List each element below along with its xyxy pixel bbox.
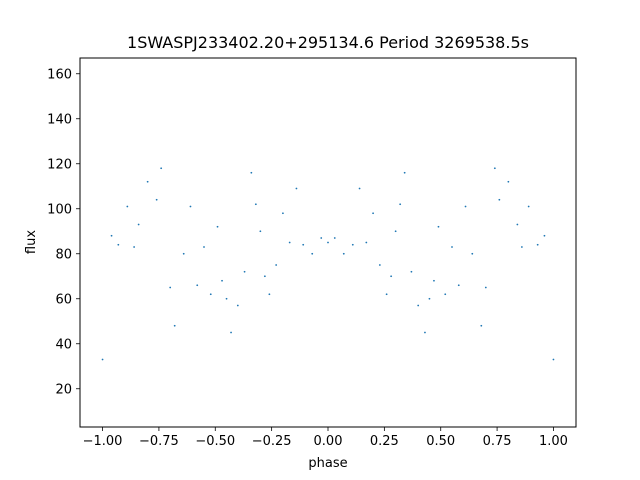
y-tick-label: 20 xyxy=(55,382,72,397)
y-tick-label: 120 xyxy=(47,157,72,172)
data-point xyxy=(221,279,223,282)
x-tick-label: −0.50 xyxy=(195,434,235,449)
x-tick-label: 0.50 xyxy=(426,434,455,449)
data-point xyxy=(225,297,228,300)
data-point xyxy=(424,331,426,334)
data-point xyxy=(399,203,402,206)
data-point xyxy=(498,198,501,201)
data-point xyxy=(520,246,523,248)
y-tick-label: 160 xyxy=(47,67,72,82)
data-point xyxy=(146,180,149,183)
data-point xyxy=(254,203,257,206)
data-point xyxy=(182,252,185,255)
data-point xyxy=(295,187,298,190)
data-point xyxy=(302,243,305,246)
data-point xyxy=(203,246,205,248)
data-point xyxy=(351,243,354,246)
data-point xyxy=(288,241,291,244)
data-point xyxy=(110,234,113,237)
data-point xyxy=(137,223,140,226)
data-point xyxy=(493,167,496,170)
data-point xyxy=(378,264,381,266)
chart-title: 1SWASPJ233402.20+295134.6 Period 3269538… xyxy=(127,33,529,52)
data-point xyxy=(327,241,329,244)
x-tick-label: 1.00 xyxy=(539,434,568,449)
data-point xyxy=(451,246,453,248)
x-tick-label: −0.25 xyxy=(252,434,292,449)
x-axis-label: phase xyxy=(308,456,347,471)
data-point xyxy=(243,270,246,273)
data-point xyxy=(394,230,397,233)
data-point xyxy=(209,293,212,296)
data-point xyxy=(410,270,413,273)
data-point xyxy=(471,252,474,255)
data-point xyxy=(365,241,368,244)
data-point xyxy=(275,264,278,266)
data-point xyxy=(552,358,555,361)
data-point xyxy=(527,205,530,208)
data-point xyxy=(437,225,440,228)
x-axis: −1.00 −0.75 −0.50 −0.25 0.00 0.25 0.50 0.75 1.00 xyxy=(83,427,568,449)
data-point xyxy=(464,205,467,208)
y-tick-label: 140 xyxy=(47,112,72,127)
data-point xyxy=(133,246,136,248)
data-point xyxy=(516,223,519,226)
y-axis: 20 40 60 80 100 120 140 160 xyxy=(47,67,80,397)
data-point xyxy=(543,234,546,237)
data-point xyxy=(250,171,253,174)
data-point xyxy=(311,252,314,255)
data-point xyxy=(433,279,435,282)
data-point xyxy=(230,331,232,334)
data-point xyxy=(480,324,483,327)
x-tick-label: 0.75 xyxy=(483,434,512,449)
data-point xyxy=(268,293,271,296)
data-point xyxy=(160,167,163,170)
data-point xyxy=(216,225,219,228)
data-point xyxy=(196,284,199,287)
data-point xyxy=(155,198,158,201)
x-tick-label: −0.75 xyxy=(139,434,179,449)
x-tick-label: −1.00 xyxy=(83,434,123,449)
data-point xyxy=(173,324,176,327)
data-point xyxy=(333,237,336,239)
data-point xyxy=(117,243,120,246)
y-axis-label: flux xyxy=(24,230,39,254)
data-point xyxy=(282,212,284,215)
data-point xyxy=(536,243,539,246)
y-tick-label: 100 xyxy=(47,202,72,217)
data-point xyxy=(444,293,447,296)
y-tick-label: 40 xyxy=(55,337,72,352)
data-point xyxy=(390,275,393,278)
data-point xyxy=(342,252,345,255)
data-point xyxy=(169,286,172,289)
data-point xyxy=(189,205,192,208)
data-point xyxy=(385,293,388,296)
data-point xyxy=(507,180,510,183)
x-tick-label: 0.25 xyxy=(370,434,399,449)
data-point xyxy=(457,284,460,287)
data-point xyxy=(403,171,406,174)
data-point xyxy=(372,212,374,215)
data-point xyxy=(259,230,262,233)
data-point xyxy=(126,205,129,208)
data-point xyxy=(484,286,487,289)
data-point xyxy=(428,297,431,300)
y-tick-label: 60 xyxy=(55,292,72,307)
data-point xyxy=(101,358,104,361)
data-point xyxy=(358,187,361,190)
data-point xyxy=(417,304,420,307)
data-point xyxy=(263,275,266,278)
data-point xyxy=(236,304,239,307)
data-point xyxy=(320,237,323,239)
y-tick-label: 80 xyxy=(55,247,72,262)
data-points xyxy=(101,167,555,361)
x-tick-label: 0.00 xyxy=(314,434,343,449)
